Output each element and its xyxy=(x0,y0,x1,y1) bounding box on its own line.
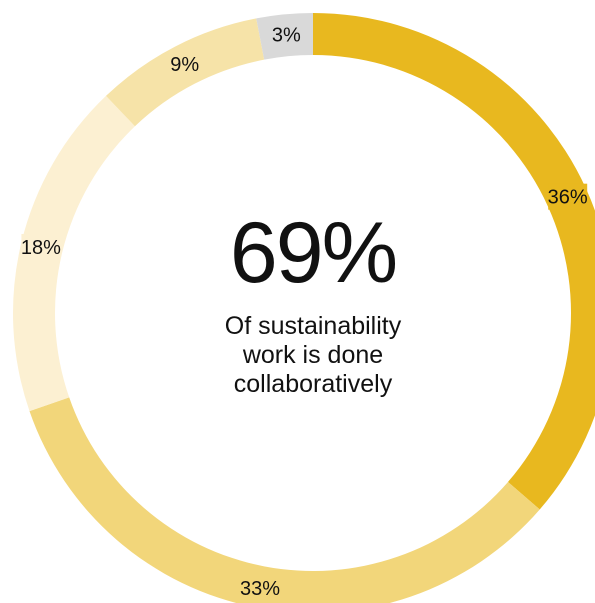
donut-slice-9 xyxy=(105,18,265,127)
slice-label-18: 18% xyxy=(21,233,61,260)
caption-line-1: Of sustainability xyxy=(224,312,402,340)
slice-label-3: 3% xyxy=(272,24,301,46)
center-caption: Of sustainability work is done collabora… xyxy=(0,312,595,399)
donut-slice-3 xyxy=(256,13,313,60)
slice-label-bg xyxy=(21,233,61,260)
donut-slices xyxy=(12,13,595,603)
caption-line-2: work is done xyxy=(242,341,384,369)
donut-slice-36 xyxy=(313,13,595,510)
center-value: 69% xyxy=(229,205,398,301)
slice-label-bg xyxy=(548,183,588,210)
donut-slice-33 xyxy=(29,397,540,603)
slice-label-text: 9% xyxy=(170,54,199,76)
slice-label-text: 3% xyxy=(272,24,301,46)
slice-label-9: 9% xyxy=(170,54,199,76)
slice-label-33: 33% xyxy=(240,578,280,600)
donut-slice-18 xyxy=(12,95,135,412)
caption-line-3: collaboratively xyxy=(233,370,393,398)
slice-label-text: 18% xyxy=(21,237,61,259)
slice-label-36: 36% xyxy=(548,183,588,210)
slice-label-text: 33% xyxy=(240,578,280,600)
slice-label-text: 36% xyxy=(548,187,588,209)
slice-labels: 36% 33% 18% 9% 3% xyxy=(21,24,588,600)
